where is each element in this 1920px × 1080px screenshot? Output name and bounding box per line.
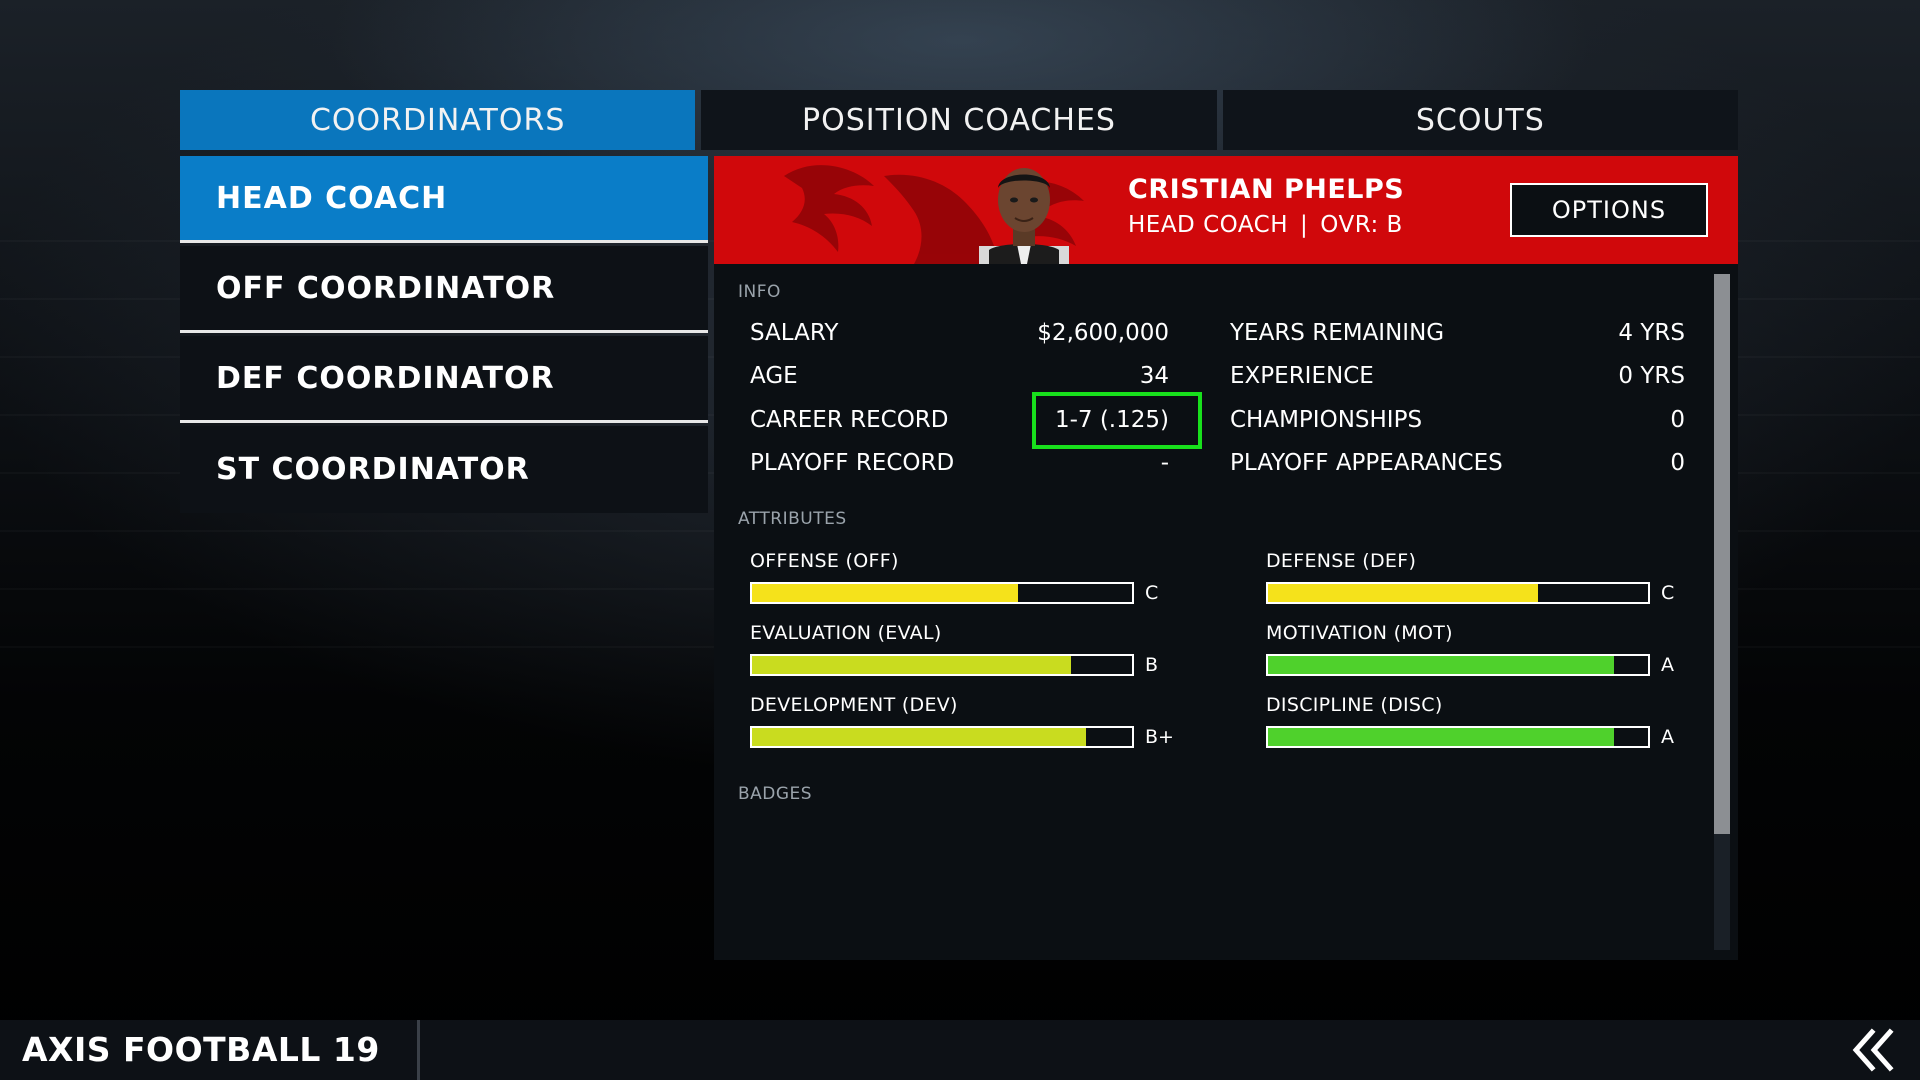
info-label: CHAMPIONSHIPS: [1230, 407, 1423, 433]
info-label: EXPERIENCE: [1230, 363, 1374, 389]
info-value: 0: [1670, 407, 1685, 433]
role-item-head-coach[interactable]: HEAD COACH: [180, 156, 708, 243]
info-row-years-remaining: YEARS REMAINING 4 YRS: [1230, 316, 1685, 350]
coach-detail-panel: CRISTIAN PHELPS HEAD COACH | OVR: B OPTI…: [714, 156, 1738, 960]
info-value: 34: [1139, 363, 1169, 389]
attr-grade-discipline: A: [1661, 726, 1674, 748]
info-value: 0 YRS: [1618, 363, 1685, 389]
info-label: AGE: [750, 363, 798, 389]
info-value: $2,600,000: [1037, 320, 1169, 346]
scrollbar-thumb[interactable]: [1714, 274, 1730, 834]
attr-bar-discipline: [1266, 726, 1650, 748]
tab-position-coaches[interactable]: POSITION COACHES: [701, 90, 1217, 150]
staff-tabs: COORDINATORS POSITION COACHES SCOUTS: [180, 90, 1738, 150]
coach-portrait-avatar: [979, 168, 1069, 264]
attr-bar-fill: [752, 584, 1018, 602]
info-row-salary: SALARY $2,600,000: [714, 316, 1169, 350]
info-label: PLAYOFF APPEARANCES: [1230, 450, 1503, 476]
tab-scouts[interactable]: SCOUTS: [1222, 90, 1738, 150]
attributes-section-label: ATTRIBUTES: [738, 509, 847, 529]
attr-grade-defense: C: [1661, 582, 1675, 604]
options-button[interactable]: OPTIONS: [1510, 183, 1708, 237]
info-row-experience: EXPERIENCE 0 YRS: [1230, 359, 1685, 393]
role-item-st-coordinator[interactable]: ST COORDINATOR: [180, 426, 708, 513]
role-item-off-coordinator[interactable]: OFF COORDINATOR: [180, 246, 708, 333]
panel-scrollbar[interactable]: [1714, 274, 1730, 950]
info-value[interactable]: 1-7 (.125): [1054, 407, 1169, 433]
info-row-age: AGE 34: [714, 359, 1169, 393]
info-label: PLAYOFF RECORD: [750, 450, 955, 476]
coach-ovr: OVR: B: [1320, 212, 1403, 238]
attr-bar-fill: [1268, 656, 1614, 674]
info-row-career-record: CAREER RECORD 1-7 (.125): [714, 403, 1169, 437]
attr-bar-motivation: [1266, 654, 1650, 676]
double-chevron-left-icon[interactable]: [1848, 1026, 1898, 1074]
coach-role: HEAD COACH: [1128, 212, 1289, 238]
role-item-def-coordinator[interactable]: DEF COORDINATOR: [180, 336, 708, 423]
attr-grade-motivation: A: [1661, 654, 1674, 676]
attr-bar-fill: [1268, 584, 1538, 602]
attr-grade-evaluation: B: [1145, 654, 1159, 676]
attr-bar-fill: [1268, 728, 1614, 746]
info-label: CAREER RECORD: [750, 407, 949, 433]
footer-divider: [417, 1020, 420, 1080]
info-value: 4 YRS: [1618, 320, 1685, 346]
attr-bar-offense: [750, 582, 1134, 604]
info-value: -: [1160, 450, 1169, 476]
attr-label-discipline: DISCIPLINE (DISC): [1266, 694, 1443, 716]
info-row-championships: CHAMPIONSHIPS 0: [1230, 403, 1685, 437]
attr-label-evaluation: EVALUATION (EVAL): [750, 622, 942, 644]
coach-subtitle: HEAD COACH | OVR: B: [1128, 212, 1403, 238]
footer-bar: AXIS FOOTBALL 19: [0, 1020, 1920, 1080]
attr-grade-offense: C: [1145, 582, 1159, 604]
career-record-highlight-box: [1032, 392, 1202, 449]
attr-bar-development: [750, 726, 1134, 748]
game-title: AXIS FOOTBALL 19: [22, 1030, 380, 1069]
info-label: SALARY: [750, 320, 839, 346]
attr-bar-defense: [1266, 582, 1650, 604]
attr-grade-development: B+: [1145, 726, 1174, 748]
info-value: 0: [1670, 450, 1685, 476]
badges-section-label: BADGES: [738, 784, 813, 804]
attr-bar-fill: [752, 656, 1072, 674]
attr-label-defense: DEFENSE (DEF): [1266, 550, 1417, 572]
attr-label-development: DEVELOPMENT (DEV): [750, 694, 958, 716]
coach-name: CRISTIAN PHELPS: [1128, 174, 1405, 205]
info-row-playoff-record: PLAYOFF RECORD -: [714, 446, 1169, 480]
coach-banner: CRISTIAN PHELPS HEAD COACH | OVR: B OPTI…: [714, 156, 1738, 264]
attr-bar-fill: [752, 728, 1087, 746]
info-section-label: INFO: [738, 282, 781, 302]
info-row-playoff-appearances: PLAYOFF APPEARANCES 0: [1230, 446, 1685, 480]
attr-label-motivation: MOTIVATION (MOT): [1266, 622, 1453, 644]
attr-bar-evaluation: [750, 654, 1134, 676]
subtitle-separator: |: [1300, 212, 1309, 238]
info-label: YEARS REMAINING: [1230, 320, 1445, 346]
tab-coordinators[interactable]: COORDINATORS: [180, 90, 696, 150]
attr-label-offense: OFFENSE (OFF): [750, 550, 899, 572]
role-list: HEAD COACH OFF COORDINATOR DEF COORDINAT…: [180, 156, 708, 516]
